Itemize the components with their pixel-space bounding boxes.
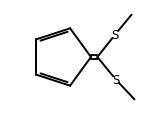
Text: S: S <box>112 73 120 86</box>
Text: S: S <box>112 29 119 42</box>
